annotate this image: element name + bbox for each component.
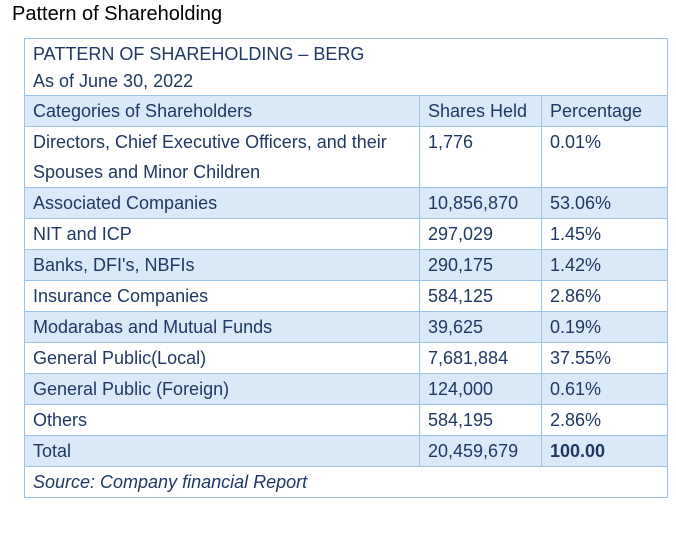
- row-percentage: 37.55%: [540, 342, 669, 374]
- source-note: Source: Company financial Report: [23, 466, 669, 498]
- source-row: Source: Company financial Report: [23, 466, 669, 498]
- row-shares: 584,125: [419, 280, 542, 312]
- total-row: Total 20,459,679 100.00: [24, 435, 669, 467]
- total-label: Total: [24, 435, 420, 467]
- table-row: General Public(Local) 7,681,884 37.55%: [24, 342, 669, 374]
- row-percentage: 2.86%: [540, 280, 669, 312]
- row-category: Associated Companies: [24, 187, 420, 219]
- row-shares: 10,856,870: [419, 187, 542, 219]
- row-category: Banks, DFI's, NBFIs: [24, 249, 420, 281]
- row-percentage: 53.06%: [540, 187, 669, 219]
- row-category: Modarabas and Mutual Funds: [24, 311, 420, 343]
- header-percentage: Percentage: [540, 95, 669, 127]
- row-shares: 124,000: [419, 373, 542, 405]
- table-row: Banks, DFI's, NBFIs 290,175 1.42%: [24, 249, 669, 281]
- row-shares: 1,776: [419, 126, 542, 188]
- row-shares: 39,625: [419, 311, 542, 343]
- table-row: Modarabas and Mutual Funds 39,625 0.19%: [24, 311, 669, 343]
- row-percentage: 0.19%: [540, 311, 669, 343]
- header-shares: Shares Held: [419, 95, 542, 127]
- row-category: Insurance Companies: [24, 280, 420, 312]
- table-date: As of June 30, 2022: [33, 71, 194, 91]
- table-row: Others 584,195 2.86%: [24, 404, 669, 436]
- row-shares: 584,195: [419, 404, 542, 436]
- page-title: Pattern of Shareholding: [12, 3, 223, 25]
- row-shares: 297,029: [419, 218, 542, 250]
- header-category: Categories of Shareholders: [24, 95, 420, 127]
- row-category: General Public (Foreign): [24, 373, 420, 405]
- row-percentage: 0.61%: [540, 373, 669, 405]
- table-header-row: Categories of Shareholders Shares Held P…: [24, 95, 669, 127]
- row-category: Directors, Chief Executive Officers, and…: [24, 126, 420, 188]
- table-title-row: PATTERN OF SHAREHOLDING – BERG As of Jun…: [23, 38, 669, 96]
- table-row: Directors, Chief Executive Officers, and…: [24, 126, 669, 188]
- row-category: General Public(Local): [24, 342, 420, 374]
- table-row: NIT and ICP 297,029 1.45%: [24, 218, 669, 250]
- table-row: General Public (Foreign) 124,000 0.61%: [24, 373, 669, 405]
- total-shares: 20,459,679: [419, 435, 542, 467]
- row-shares: 290,175: [419, 249, 542, 281]
- row-percentage: 2.86%: [540, 404, 669, 436]
- row-category: NIT and ICP: [24, 218, 420, 250]
- shareholding-table: PATTERN OF SHAREHOLDING – BERG As of Jun…: [23, 38, 669, 498]
- row-percentage: 1.42%: [540, 249, 669, 281]
- table-row: Associated Companies 10,856,870 53.06%: [24, 187, 669, 219]
- row-percentage: 0.01%: [540, 126, 669, 188]
- total-percentage: 100.00: [540, 435, 669, 467]
- table-row: Insurance Companies 584,125 2.86%: [24, 280, 669, 312]
- row-category: Others: [24, 404, 420, 436]
- row-percentage: 1.45%: [540, 218, 669, 250]
- row-shares: 7,681,884: [419, 342, 542, 374]
- table-title-cell: PATTERN OF SHAREHOLDING – BERG As of Jun…: [23, 38, 669, 96]
- table-title: PATTERN OF SHAREHOLDING – BERG: [33, 44, 365, 64]
